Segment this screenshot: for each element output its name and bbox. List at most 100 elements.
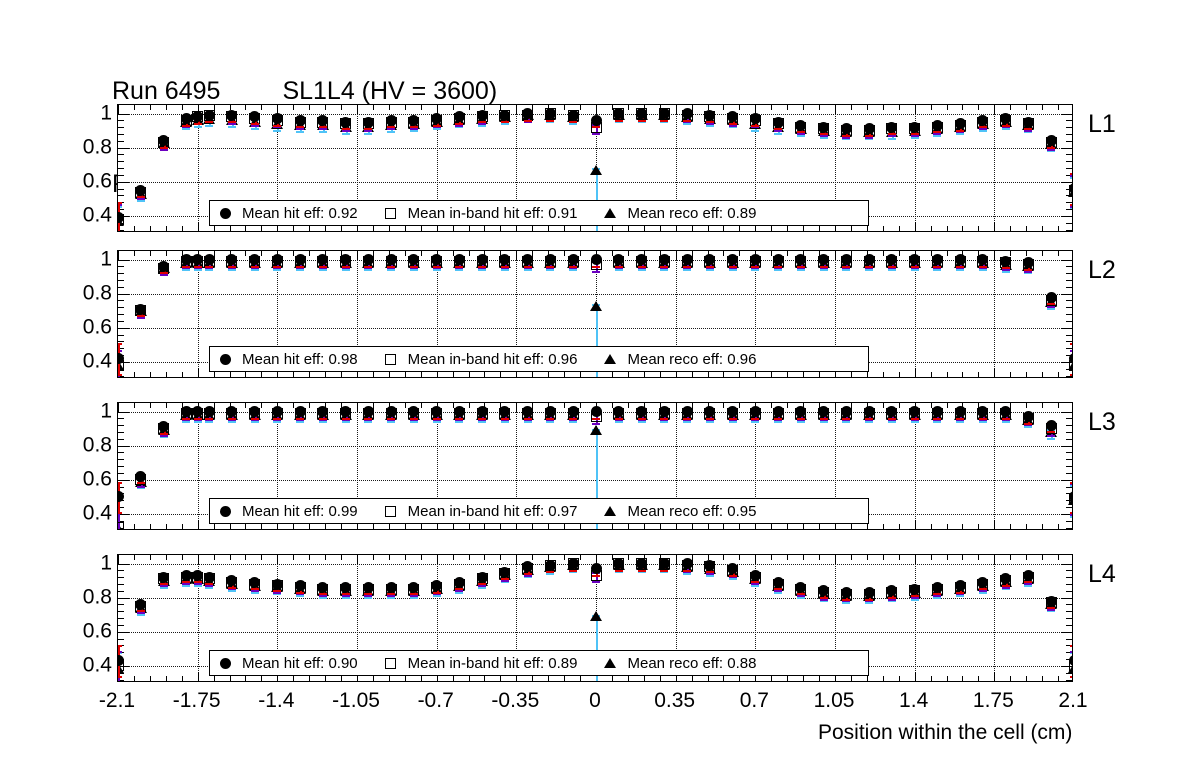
x-tick-minor [309, 555, 311, 560]
error-bar-cap [409, 417, 418, 420]
y-tick-minor [118, 300, 124, 302]
x-tick-mark [675, 672, 677, 681]
y-tick-minor [118, 520, 124, 522]
data-point-filled-triangle [590, 611, 602, 622]
error-bar-cap [887, 419, 896, 422]
error-bar-cap [978, 417, 987, 420]
error-bar-cap [683, 417, 692, 420]
data-point-filled-circle [340, 406, 352, 418]
x-tick-minor [165, 676, 167, 681]
x-tick-minor [1026, 372, 1028, 377]
x-tick-minor [962, 226, 964, 231]
x-tick-minor [946, 524, 948, 529]
data-point-filled-circle [1045, 291, 1057, 303]
y-tick-minor [118, 120, 124, 122]
x-tick-minor [882, 105, 884, 110]
x-tick-minor [149, 676, 151, 681]
y-tick-minor [1066, 273, 1072, 275]
error-bar-cap [978, 420, 987, 423]
error-bar-cap [933, 268, 942, 271]
x-tick-minor [819, 372, 821, 377]
error-bar-cap [728, 578, 737, 581]
grid-line-vertical [914, 555, 916, 681]
error-bar-cap [250, 265, 259, 268]
grid-line-vertical [357, 251, 358, 377]
x-tick-mark [197, 368, 199, 377]
data-point-filled-circle [340, 254, 352, 266]
x-tick-minor [850, 105, 852, 110]
error-bar-cap [796, 265, 805, 268]
error-bar-cap [182, 581, 191, 584]
y-tick-minor [1066, 459, 1072, 461]
x-tick-minor [962, 676, 964, 681]
x-tick-minor [133, 105, 135, 110]
x-tick-minor [213, 676, 215, 681]
x-tick-minor [962, 251, 964, 256]
x-tick-label: 0 [589, 689, 601, 712]
error-bar-cap [250, 128, 259, 131]
data-point-filled-circle [453, 111, 465, 123]
circle-marker-icon [210, 207, 240, 219]
x-tick-minor [564, 676, 566, 681]
x-tick-minor [787, 105, 789, 110]
x-tick-mark [675, 520, 677, 529]
y-tick-minor [118, 638, 124, 640]
error-bar-cap [193, 584, 202, 587]
x-tick-minor [213, 372, 215, 377]
x-tick-minor [149, 105, 151, 110]
error-bar-cap [660, 571, 669, 574]
error-bar-cap [887, 133, 896, 136]
error-bar-cap [1024, 424, 1033, 427]
x-tick-minor [787, 524, 789, 529]
error-bar-cap [341, 419, 350, 422]
x-tick-minor [930, 226, 932, 231]
error-bar-cap [318, 131, 327, 134]
x-tick-mark [277, 555, 279, 564]
y-tick-mark [118, 181, 129, 183]
x-tick-mark [675, 251, 677, 260]
x-tick-mark [994, 222, 996, 231]
error-bar-cap [819, 265, 828, 268]
x-tick-minor [1042, 676, 1044, 681]
error-bar-cap [956, 133, 965, 136]
grid-line-vertical [516, 251, 518, 377]
error-bar-cap [205, 124, 214, 127]
x-tick-minor [930, 403, 932, 408]
legend-l4: Mean hit eff: 0.90 Mean in-band hit eff: … [209, 650, 869, 676]
data-point-filled-circle [1068, 655, 1072, 667]
error-bar-cap [887, 138, 896, 141]
error-bar-cap [318, 128, 327, 131]
x-tick-mark [436, 520, 438, 529]
y-tick-minor [1066, 375, 1072, 377]
error-bar-cap [478, 586, 487, 589]
y-tick-minor [1066, 348, 1072, 350]
x-tick-minor [420, 524, 422, 529]
square-marker-icon [376, 353, 406, 365]
error-bar-cap [205, 586, 214, 589]
data-point-filled-circle [294, 406, 306, 418]
x-tick-mark [994, 555, 996, 564]
data-point-filled-circle [294, 114, 306, 126]
error-bar-cap [1070, 676, 1072, 679]
error-bar-cap [273, 265, 282, 268]
error-bar-cap [614, 571, 623, 574]
error-bar-cap [455, 265, 464, 268]
data-point-filled-circle [954, 580, 966, 592]
x-tick-minor [468, 372, 470, 377]
y-tick-minor [118, 140, 124, 142]
y-tick-mark [1061, 445, 1072, 447]
error-bar-cap [318, 268, 327, 271]
error-bar-cap [296, 268, 305, 271]
error-bar-cap [193, 581, 202, 584]
y-tick-minor [1066, 590, 1072, 592]
error-bar-cap [387, 128, 396, 131]
y-tick-label: 0.4 [82, 349, 112, 373]
error-bar-cap [660, 417, 669, 420]
error-bar-cap [432, 124, 441, 127]
error-bar-cap [1070, 645, 1072, 648]
error-bar-cap [341, 265, 350, 268]
x-tick-minor [1042, 251, 1044, 256]
x-tick-minor [293, 403, 295, 408]
data-point-filled-circle [203, 571, 215, 583]
error-bar-cap [250, 417, 259, 420]
